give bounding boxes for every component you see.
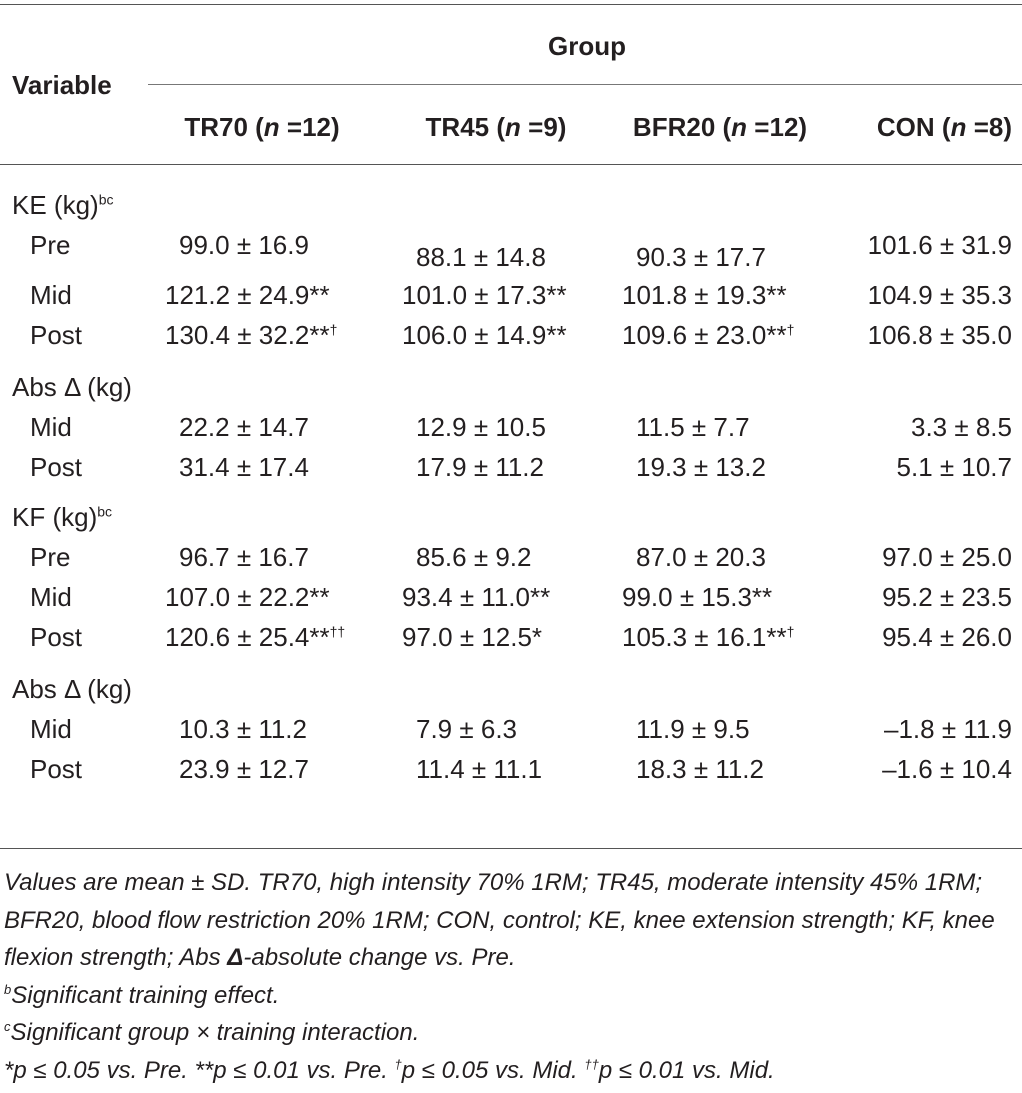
row-label: Mid <box>30 412 72 442</box>
table-cell: 106.0 ± 14.9** <box>402 320 567 350</box>
table-row: Post 31.4 ± 17.4 17.9 ± 11.2 19.3 ± 13.2 5.1… <box>0 452 1022 486</box>
table-row: Post 23.9 ± 12.7 11.4 ± 11.1 18.3 ± 11.2 –1.… <box>0 754 1022 788</box>
table-cell: 3.3 ± 8.5 <box>910 412 1012 442</box>
footnote-b: bSignificant training effect. <box>4 981 280 1009</box>
row-label: Post <box>30 320 83 350</box>
row-label: Pre <box>30 542 71 572</box>
table-cell: 11.9 ± 9.5 <box>636 714 750 744</box>
row-label: Mid <box>30 582 72 612</box>
table-cell: 85.6 ± 9.2 <box>416 542 532 572</box>
table-cell: 106.8 ± 35.0 <box>867 320 1012 350</box>
column-header-con: CON (n =8) <box>876 112 1012 142</box>
table-cell: 101.6 ± 31.9 <box>867 230 1012 260</box>
table-section-row: Abs Δ (kg) <box>0 674 1022 708</box>
table-row: Pre 96.7 ± 16.7 85.6 ± 9.2 87.0 ± 20.3 97.0 … <box>0 542 1022 576</box>
footnote-abbreviations: Values are mean ± SD. TR70, high intensi… <box>4 869 995 971</box>
table-cell: 18.3 ± 11.2 <box>636 754 764 784</box>
table-cell: 99.0 ± 15.3** <box>622 582 773 612</box>
row-label: Mid <box>30 714 72 744</box>
table-cell: 12.9 ± 10.5 <box>416 412 546 442</box>
table-footnotes: Values are mean ± SD. TR70, high intensi… <box>4 864 1014 1089</box>
table-cell: –1.6 ± 10.4 <box>882 754 1012 784</box>
table-row: Mid 10.3 ± 11.2 7.9 ± 6.3 11.9 ± 9.5 –1.8 ± … <box>0 714 1022 748</box>
table-cell: 130.4 ± 32.2**† <box>165 320 338 350</box>
table-row: Mid 22.2 ± 14.7 12.9 ± 10.5 11.5 ± 7.7 3.3 ±… <box>0 412 1022 446</box>
column-header-bfr20: BFR20 (n =12) <box>632 112 808 142</box>
column-header-tr70: TR70 (n =12) <box>184 112 340 142</box>
row-label: Post <box>30 622 83 652</box>
table-cell: 101.8 ± 19.3** <box>622 280 787 310</box>
table-cell: 17.9 ± 11.2 <box>416 452 544 482</box>
row-label: Post <box>30 754 83 784</box>
table-cell: 96.7 ± 16.7 <box>179 542 309 572</box>
table-section-row: Abs Δ (kg) <box>0 372 1022 406</box>
table-cell: 23.9 ± 12.7 <box>179 754 309 784</box>
table-cell: 121.2 ± 24.9** <box>165 280 330 310</box>
table-bottom-rule <box>0 848 1022 849</box>
table-cell: 101.0 ± 17.3** <box>402 280 567 310</box>
table-cell: 105.3 ± 16.1**† <box>622 622 795 652</box>
table-cell: 104.9 ± 35.3 <box>867 280 1012 310</box>
table-cell: 19.3 ± 13.2 <box>636 452 766 482</box>
table-cell: 93.4 ± 11.0** <box>402 582 551 612</box>
table-cell: 95.4 ± 26.0 <box>882 622 1012 652</box>
table-cell: 107.0 ± 22.2** <box>165 582 330 612</box>
column-header-tr45: TR45 (n =9) <box>425 112 567 142</box>
row-label: Mid <box>30 280 72 310</box>
table-cell: 120.6 ± 25.4**†† <box>165 622 346 652</box>
table-row: Post 120.6 ± 25.4**†† 97.0 ± 12.5* 105.3 ± … <box>0 622 1022 656</box>
table-cell: 22.2 ± 14.7 <box>179 412 309 442</box>
table-row: Mid 121.2 ± 24.9** 101.0 ± 17.3** 101.8 ± 1… <box>0 280 1022 314</box>
group-header: Group <box>548 31 626 61</box>
table-cell: –1.8 ± 11.9 <box>884 714 1012 744</box>
section-label: KE (kg)bc <box>12 190 114 220</box>
table-row: Pre 99.0 ± 16.9 88.1 ± 14.8 90.3 ± 17.7 101.… <box>0 230 1022 272</box>
table-cell: 7.9 ± 6.3 <box>416 714 518 744</box>
row-label: Pre <box>30 230 71 260</box>
table-row: Post 130.4 ± 32.2**† 106.0 ± 14.9** 109.6 ±… <box>0 320 1022 354</box>
table-cell: 5.1 ± 10.7 <box>896 452 1012 482</box>
table-cell: 88.1 ± 14.8 <box>416 242 546 272</box>
table-cell: 90.3 ± 17.7 <box>636 242 766 272</box>
footnote-significance: *p ≤ 0.05 vs. Pre. **p ≤ 0.01 vs. Pre. †… <box>4 1056 775 1084</box>
table-cell: 97.0 ± 12.5* <box>402 622 543 652</box>
variable-header: Variable <box>12 70 112 100</box>
table-row: Mid 107.0 ± 22.2** 93.4 ± 11.0** 99.0 ± 15.… <box>0 582 1022 616</box>
table-top-rule <box>0 4 1022 5</box>
section-label: KF (kg)bc <box>12 502 113 532</box>
table-cell: 99.0 ± 16.9 <box>179 230 309 260</box>
table-cell: 31.4 ± 17.4 <box>179 452 309 482</box>
section-label: Abs Δ (kg) <box>12 372 132 402</box>
table-cell: 11.5 ± 7.7 <box>636 412 750 442</box>
row-label: Post <box>30 452 83 482</box>
table-section-row: KF (kg)bc <box>0 502 1022 536</box>
group-rule <box>148 84 1022 85</box>
header-bottom-rule <box>0 164 1022 165</box>
footnote-c: cSignificant group × training interactio… <box>4 1019 420 1046</box>
section-label: Abs Δ (kg) <box>12 674 132 704</box>
table-cell: 97.0 ± 25.0 <box>882 542 1012 572</box>
table-cell: 11.4 ± 11.1 <box>416 754 543 784</box>
table-cell: 87.0 ± 20.3 <box>636 542 766 572</box>
table-cell: 95.2 ± 23.5 <box>882 582 1012 612</box>
table-section-row: KE (kg)bc <box>0 190 1022 224</box>
table-cell: 109.6 ± 23.0**† <box>622 320 795 350</box>
table-cell: 10.3 ± 11.2 <box>179 714 307 744</box>
